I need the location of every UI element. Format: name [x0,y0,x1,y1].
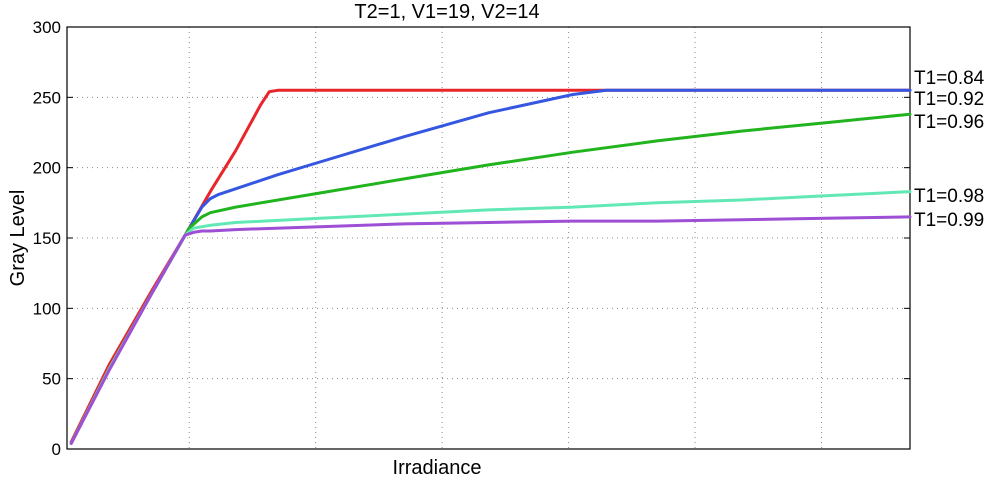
x-axis-title: Irradiance [393,457,482,479]
series-line-t1-0-92 [69,88,912,445]
series-lines [69,88,912,445]
series-label-1: T1=0.92 [914,89,984,110]
y-tick-label-3: 150 [33,229,61,248]
chart-title: T2=1, V1=19, V2=14 [354,1,539,23]
y-tick-label-4: 200 [33,159,61,178]
series-line-t1-0-98 [69,190,912,445]
y-tick-label-5: 250 [33,88,61,107]
series-line-t1-0-84 [69,88,912,444]
series-label-2: T1=0.96 [914,112,984,133]
y-tick-label-1: 50 [42,370,61,389]
series-label-3: T1=0.98 [914,186,984,207]
series-label-4: T1=0.99 [914,210,984,231]
y-tick-label-2: 100 [33,299,61,318]
y-axis-title: Gray Level [7,190,29,287]
y-axis-ticks: 0 50 100 150 200 250 300 [33,18,910,459]
series-line-t1-0-99 [69,215,912,445]
series-line-t1-0-96 [69,112,912,445]
y-tick-label-0: 0 [52,440,61,459]
y-tick-label-6: 300 [33,18,61,37]
series-label-0: T1=0.84 [914,68,985,89]
grid-lines [67,27,910,449]
